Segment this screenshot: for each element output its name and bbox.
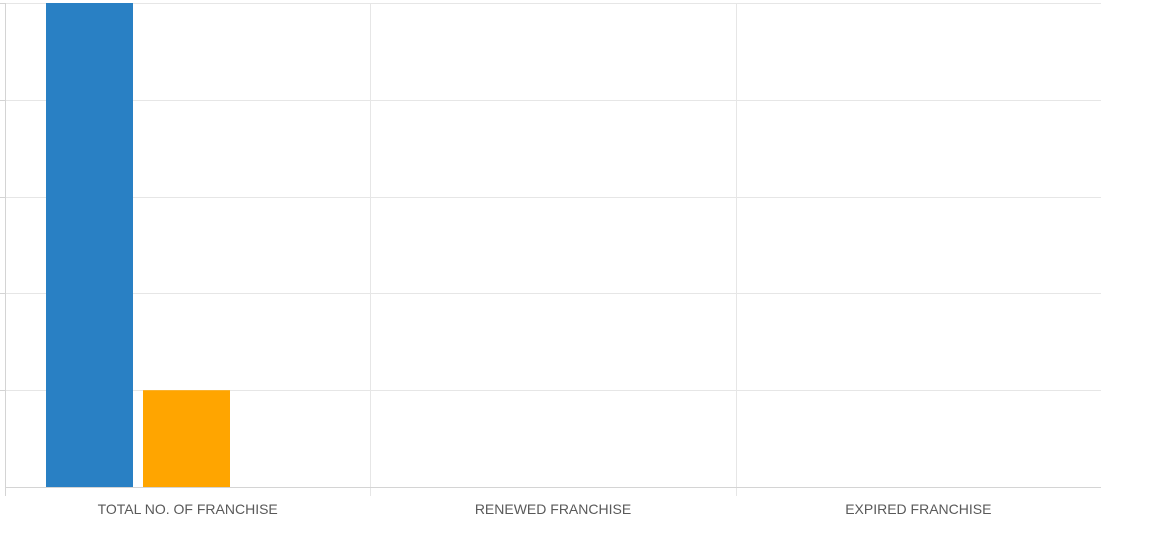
- bar-2-1: [143, 390, 230, 487]
- x-tick-label: RENEWED FRANCHISE: [475, 501, 631, 517]
- x-tick-label: EXPIRED FRANCHISE: [845, 501, 991, 517]
- x-tick-label: TOTAL NO. OF FRANCHISE: [98, 501, 278, 517]
- x-tick-labels: TOTAL NO. OF FRANCHISE RENEWED FRANCHISE E…: [98, 501, 992, 517]
- bar-1-1: [46, 3, 133, 487]
- grid-lines: [5, 3, 1101, 496]
- bars: [46, 3, 230, 487]
- axes: [0, 3, 1101, 496]
